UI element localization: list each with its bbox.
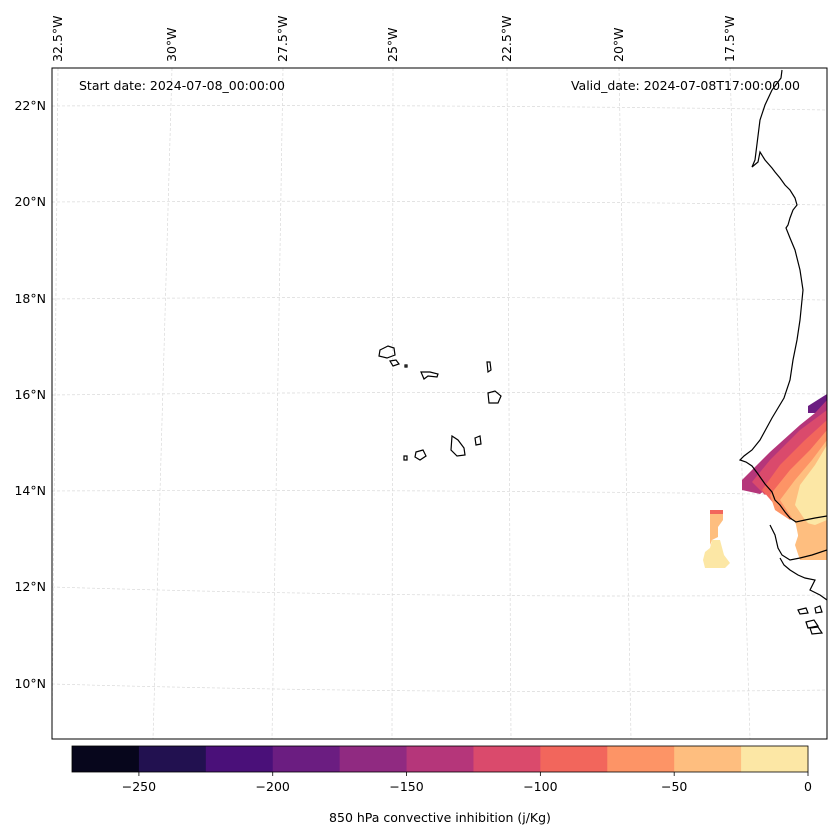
parallel-gridline: [52, 683, 827, 692]
colorbar-segment: [72, 746, 140, 772]
parallel-gridline: [52, 105, 827, 111]
parallel-gridline: [52, 200, 827, 206]
longitude-tick-label: 20°W: [611, 27, 626, 62]
island-bissagos-2: [814, 605, 823, 614]
latitude-tick-label: 10°N: [14, 676, 46, 691]
island-bissagos-3: [805, 619, 819, 629]
map-area: [52, 68, 827, 739]
meridian-gridline: [52, 68, 59, 739]
colorbar-segment: [741, 746, 809, 772]
start-date-label: Start date: 2024-07-08_00:00:00: [79, 78, 285, 93]
parallel-gridline: [52, 392, 827, 396]
latitude-tick-label: 16°N: [14, 387, 46, 402]
meridian-gridline: [506, 68, 512, 739]
island-sao-vicente: [389, 359, 400, 367]
meridian-gridline: [618, 68, 632, 739]
longitude-tick-label: 30°W: [164, 27, 179, 62]
colorbar: −250 −200 −150 −100 −50 0: [71, 745, 812, 794]
cin-region-light-orange-2: [795, 520, 827, 560]
latitude-tick-labels: 10°N 12°N 14°N 16°N 18°N 20°N 22°N: [14, 98, 46, 691]
cin-filled-contours: [703, 394, 827, 568]
map-frame: [51, 67, 828, 740]
cin-patch-offshore-lightorange: [710, 514, 723, 545]
colorbar-segment: [138, 746, 207, 772]
meridian-gridline: [391, 68, 394, 739]
gridlines: [52, 68, 827, 739]
colorbar-frame: [71, 745, 809, 773]
colorbar-tick-label: −50: [661, 779, 687, 794]
parallel-gridline: [52, 490, 827, 496]
colorbar-tick-label: −100: [523, 779, 557, 794]
parallel-gridline: [52, 297, 827, 301]
coastlines: [378, 69, 827, 635]
island-maio: [474, 435, 482, 446]
cin-patch-offshore-orange: [710, 510, 723, 515]
island-fogo: [414, 449, 427, 461]
island-sal: [486, 361, 492, 374]
island-santo-antao: [378, 345, 396, 359]
longitude-tick-labels: 32.5°W 30°W 27.5°W 25°W 22.5°W 20°W 17.5°W: [50, 16, 737, 62]
latitude-tick-label: 12°N: [14, 579, 46, 594]
colorbar-segment: [205, 746, 274, 772]
island-brava: [403, 455, 408, 461]
colorbar-segment: [473, 746, 541, 772]
colorbar-tick-label: −250: [122, 779, 156, 794]
longitude-tick-label: 25°W: [385, 27, 400, 62]
valid-date-label: Valid_date: 2024-07-08T17:00:00.00: [571, 78, 800, 93]
island-santiago: [450, 434, 466, 457]
colorbar-segment: [339, 746, 408, 772]
coastline-africa: [738, 69, 827, 601]
colorbar-segment: [540, 746, 608, 772]
cin-patch-offshore-yellow: [703, 540, 730, 568]
colorbar-segment: [674, 746, 742, 772]
colorbar-tick-label: −150: [389, 779, 423, 794]
colorbar-label: 850 hPa convective inhibition (j/Kg): [329, 810, 551, 825]
colorbar-tick-label: 0: [804, 779, 812, 794]
longitude-tick-label: 27.5°W: [275, 16, 290, 62]
latitude-tick-label: 20°N: [14, 194, 46, 209]
latitude-tick-label: 18°N: [14, 291, 46, 306]
island-bissagos-1: [797, 607, 809, 615]
cin-region-yellow: [795, 445, 827, 530]
meridian-gridline: [152, 68, 173, 739]
cin-region-red: [752, 410, 827, 495]
island-bissagos-4: [809, 626, 824, 635]
island-santa-luzia: [404, 364, 408, 368]
island-boa-vista: [487, 390, 502, 404]
island-sao-nicolau: [420, 371, 439, 380]
colorbar-segment: [272, 746, 341, 772]
parallel-gridline: [52, 586, 827, 597]
longitude-tick-label: 17.5°W: [722, 16, 737, 62]
cin-region-coral: [762, 420, 827, 505]
meridian-gridline: [271, 68, 284, 739]
longitude-tick-label: 22.5°W: [499, 16, 514, 62]
meridian-gridline: [729, 68, 751, 739]
colorbar-segment: [607, 746, 675, 772]
latitude-tick-label: 14°N: [14, 483, 46, 498]
latitude-tick-label: 22°N: [14, 98, 46, 113]
longitude-tick-label: 32.5°W: [50, 16, 65, 62]
colorbar-segment: [406, 746, 474, 772]
colorbar-tick-label: −200: [256, 779, 290, 794]
